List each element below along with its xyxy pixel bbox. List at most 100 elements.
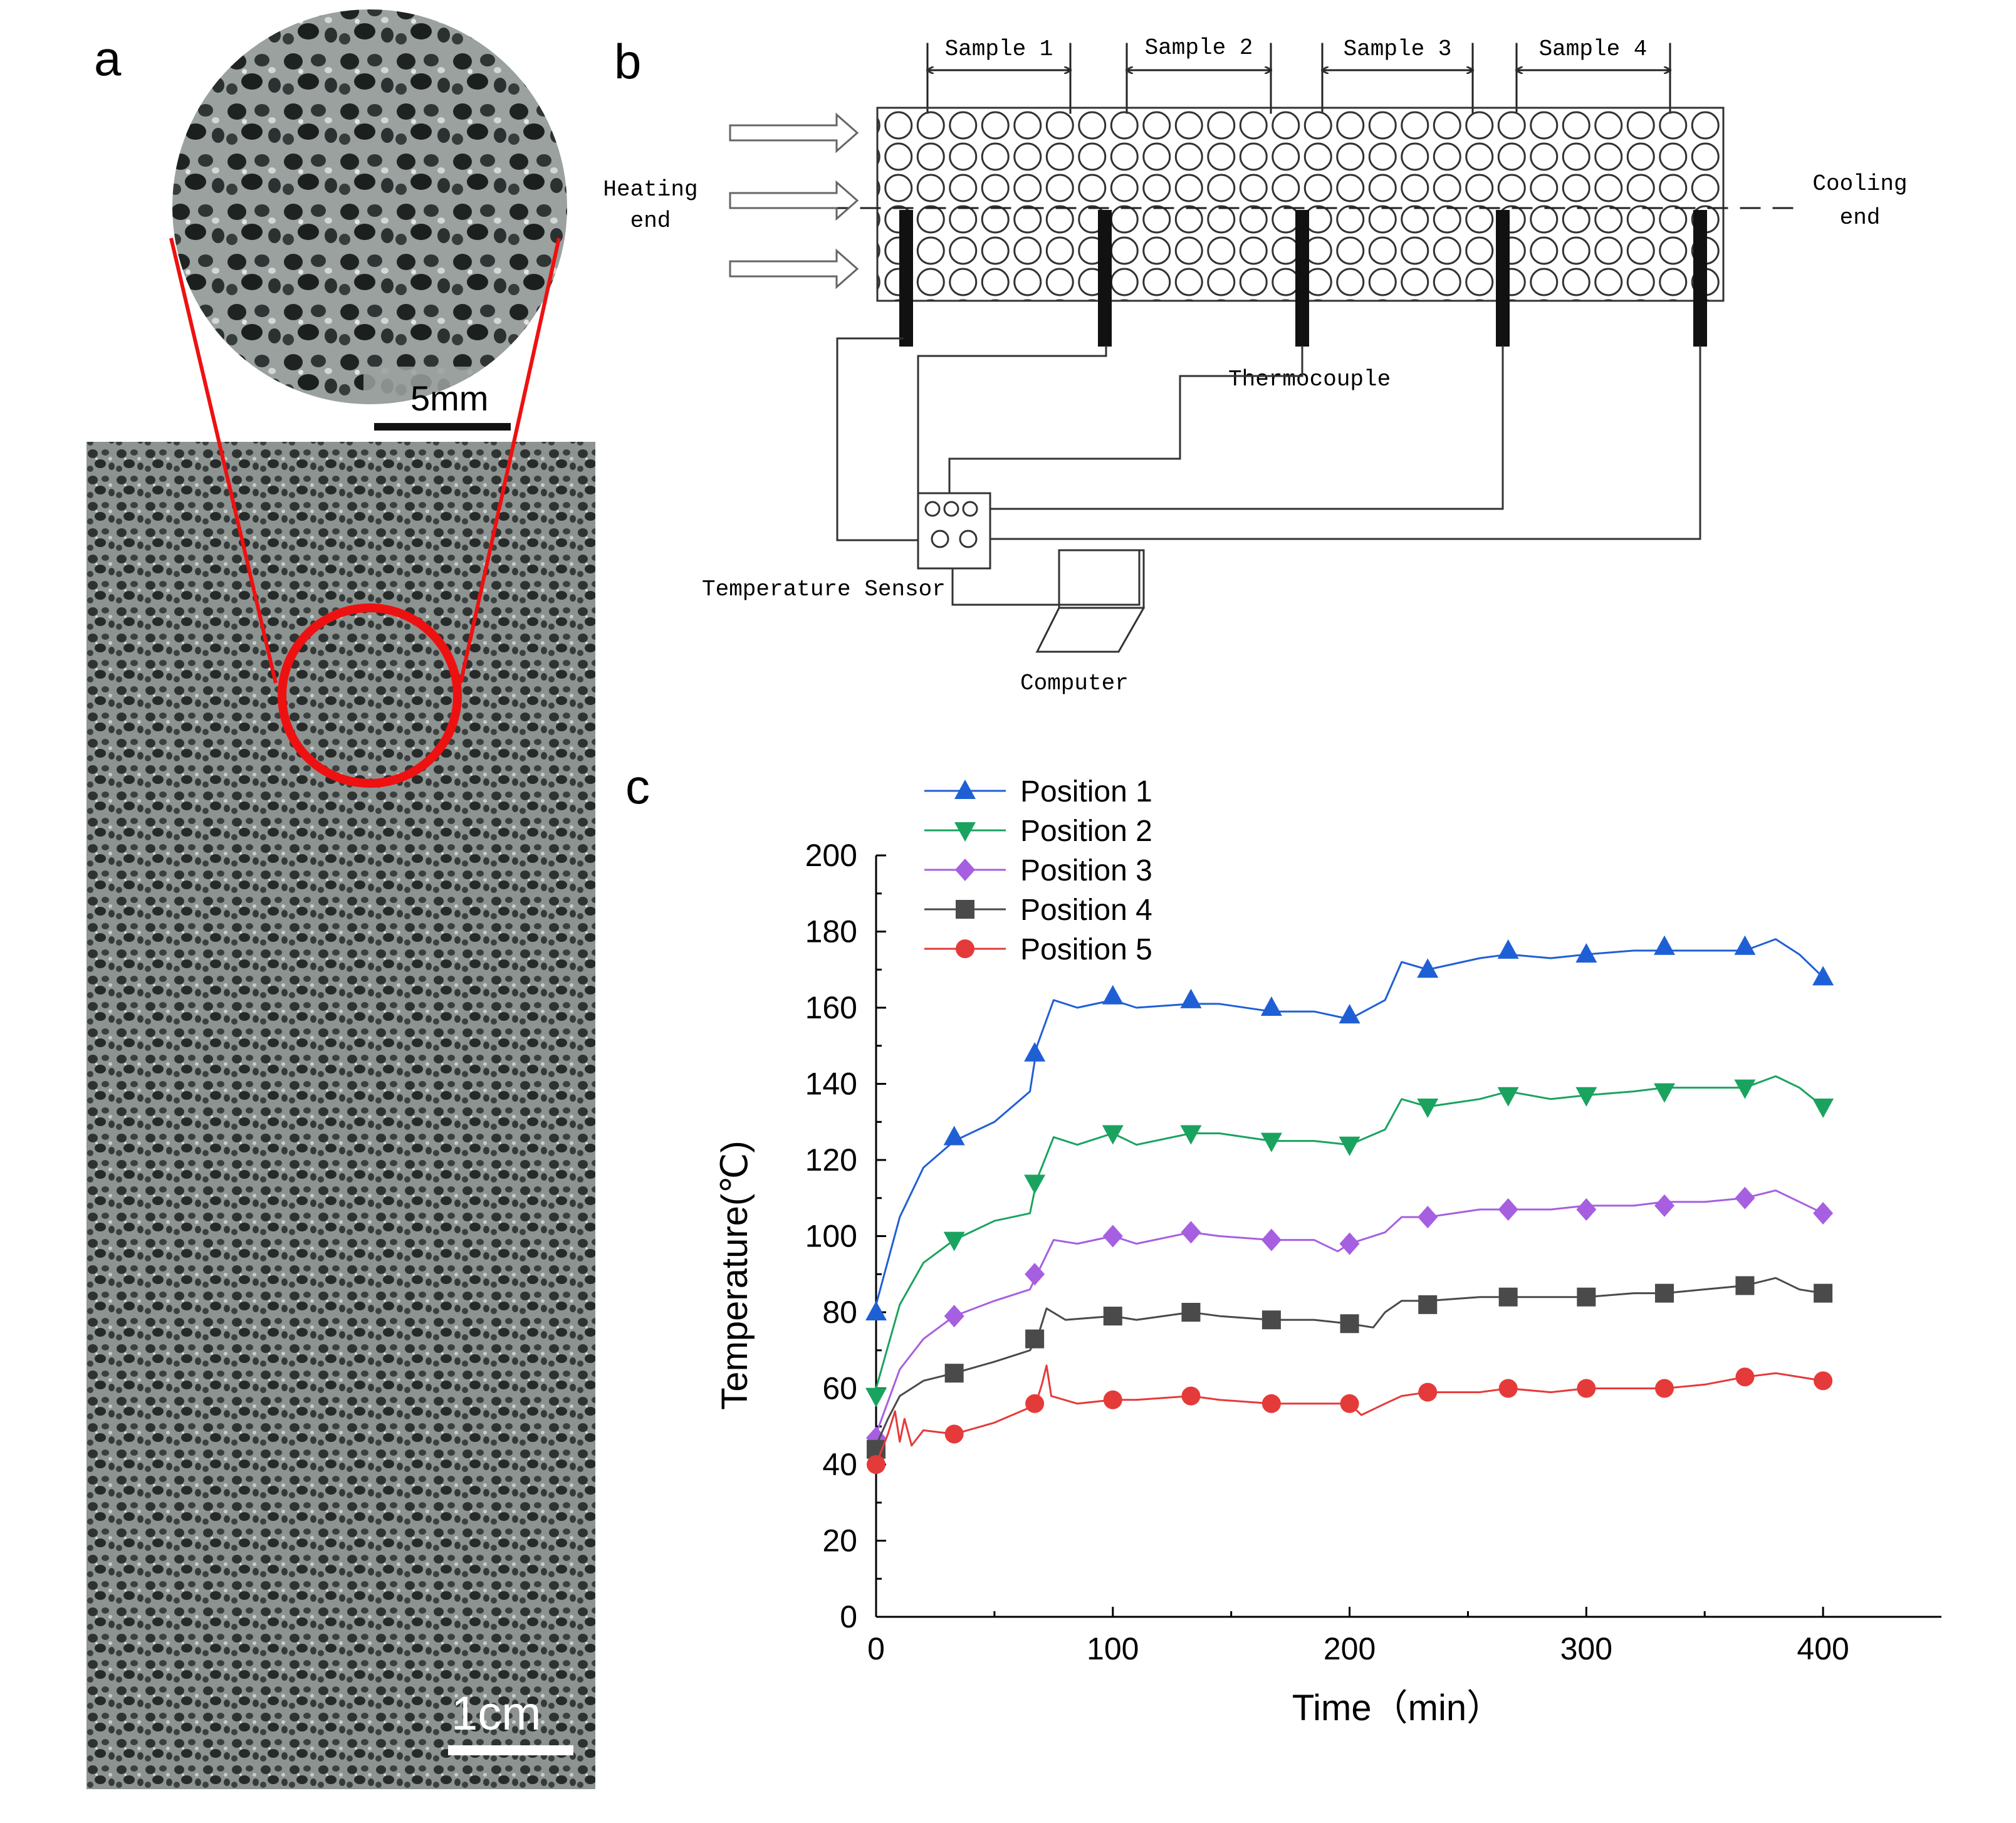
sample-labels: Sample 1 Sample 2 Sample 3 Sample 4: [945, 35, 1648, 62]
data-point: [1735, 1367, 1755, 1387]
legend-marker: [956, 939, 974, 958]
cooling-label-line2: end: [1840, 205, 1881, 231]
data-point: [1734, 1079, 1756, 1099]
data-point: [1181, 1386, 1201, 1406]
y-tick-label: 80: [822, 1295, 857, 1330]
data-point: [1261, 1228, 1282, 1251]
legend-item-2: Position 2: [924, 815, 1152, 848]
legend-item-1: Position 1: [924, 775, 1152, 808]
x-tick-label: 0: [867, 1631, 885, 1666]
computer-icon: [1035, 549, 1146, 653]
data-point: [1654, 1194, 1674, 1217]
data-point: [1024, 1174, 1046, 1194]
data-point: [1339, 1232, 1360, 1255]
zoom-scale-label: 5mm: [410, 379, 488, 418]
y-tick-label: 0: [840, 1599, 857, 1634]
data-point: [1102, 1125, 1124, 1145]
temperature-sensor: [917, 492, 991, 570]
data-point: [1417, 1098, 1439, 1118]
data-point: [1260, 996, 1282, 1016]
data-point: [1655, 1379, 1674, 1398]
series-1: [865, 935, 1834, 1320]
data-point: [944, 1364, 964, 1383]
data-point: [1812, 966, 1834, 986]
series-3: [866, 1186, 1834, 1450]
data-point: [1339, 1136, 1361, 1156]
sample-label-2: Sample 2: [1145, 35, 1253, 61]
data-point: [1498, 1198, 1518, 1221]
data-point: [1339, 1004, 1361, 1024]
x-tick-label: 400: [1797, 1631, 1849, 1666]
series-5: [867, 1364, 1833, 1474]
x-axis-title: Time（min）: [1292, 1688, 1503, 1728]
legend: Position 1 Position 2 Position 3 Position 4…: [924, 775, 1152, 966]
legend-label: Position 5: [1020, 933, 1152, 966]
y-tick-label: 100: [805, 1219, 857, 1254]
legend-item-5: Position 5: [924, 933, 1152, 966]
sensor-label: Temperature Sensor: [702, 577, 946, 602]
legend-marker: [954, 780, 976, 799]
cooling-label: Cooling end: [1812, 171, 1907, 231]
panel-b-letter: b: [614, 34, 641, 89]
data-point: [1576, 1198, 1597, 1221]
zoom-image: [172, 9, 567, 404]
panel-b: b Sample 1 Sample 2 Sample 3 Sample 4: [603, 34, 1907, 696]
thermocouple-label: Thermocouple: [1228, 367, 1391, 392]
data-point: [1103, 1390, 1122, 1409]
data-point: [1734, 935, 1756, 955]
thermocouple-3: [1295, 210, 1309, 347]
legend-label: Position 3: [1020, 854, 1152, 887]
data-point: [1735, 1186, 1755, 1209]
data-point: [1654, 1083, 1675, 1103]
data-point: [1575, 943, 1597, 963]
legend-item-4: Position 4: [924, 894, 1152, 927]
y-tick-label: 200: [805, 838, 857, 873]
heating-arrows: [729, 112, 859, 290]
data-point: [1025, 1263, 1045, 1286]
legend-label: Position 2: [1020, 815, 1152, 848]
data-point: [1813, 1202, 1834, 1225]
heating-label-line2: end: [630, 208, 671, 234]
thermocouple-2: [1098, 210, 1112, 347]
legend-marker: [954, 822, 976, 842]
data-point: [1181, 1221, 1201, 1244]
plot-series: [865, 935, 1834, 1474]
cooling-label-line1: Cooling: [1812, 171, 1907, 197]
zoom-connector-left: [169, 238, 278, 684]
data-point: [1814, 1371, 1833, 1391]
plot-axes: 0 100 200 300 400 0 20 40 60 80 100 120 140 160 180 200: [805, 838, 1941, 1666]
data-point: [1024, 1042, 1046, 1062]
thermocouple-5: [1693, 210, 1707, 347]
series-2: [865, 1075, 1834, 1408]
y-tick-label: 60: [822, 1371, 857, 1406]
data-point: [1103, 1307, 1122, 1326]
data-point: [1655, 1283, 1674, 1303]
data-point: [867, 1455, 885, 1474]
data-point: [1181, 1303, 1201, 1322]
legend-label: Position 1: [1020, 775, 1152, 808]
data-point: [1102, 1225, 1123, 1248]
data-point: [1575, 1087, 1597, 1107]
data-point: [944, 1305, 964, 1328]
data-point: [1418, 1382, 1438, 1402]
data-point: [1418, 1206, 1438, 1229]
series-4: [867, 1276, 1833, 1459]
x-tick-label: 100: [1087, 1631, 1139, 1666]
data-point: [1577, 1287, 1596, 1307]
panel-c: c 0 100 200 300 400 0 20 40 60 80 100 120 140 160 180 2…: [625, 759, 1941, 1728]
data-point: [1814, 1283, 1833, 1303]
series-line: [875, 1277, 1824, 1446]
legend-item-3: Position 3: [924, 854, 1152, 887]
data-point: [865, 1301, 887, 1320]
y-tick-label: 180: [805, 914, 857, 949]
legend-marker: [956, 900, 974, 919]
panel-c-letter: c: [625, 759, 650, 814]
sample-label-3: Sample 3: [1344, 36, 1452, 62]
data-point: [943, 1126, 965, 1146]
x-tick-label: 300: [1560, 1631, 1612, 1666]
zoom-highlight-circle: [278, 603, 462, 788]
main-scalebar: [448, 1745, 573, 1755]
data-point: [1340, 1394, 1359, 1413]
thermocouple-1: [899, 210, 913, 347]
